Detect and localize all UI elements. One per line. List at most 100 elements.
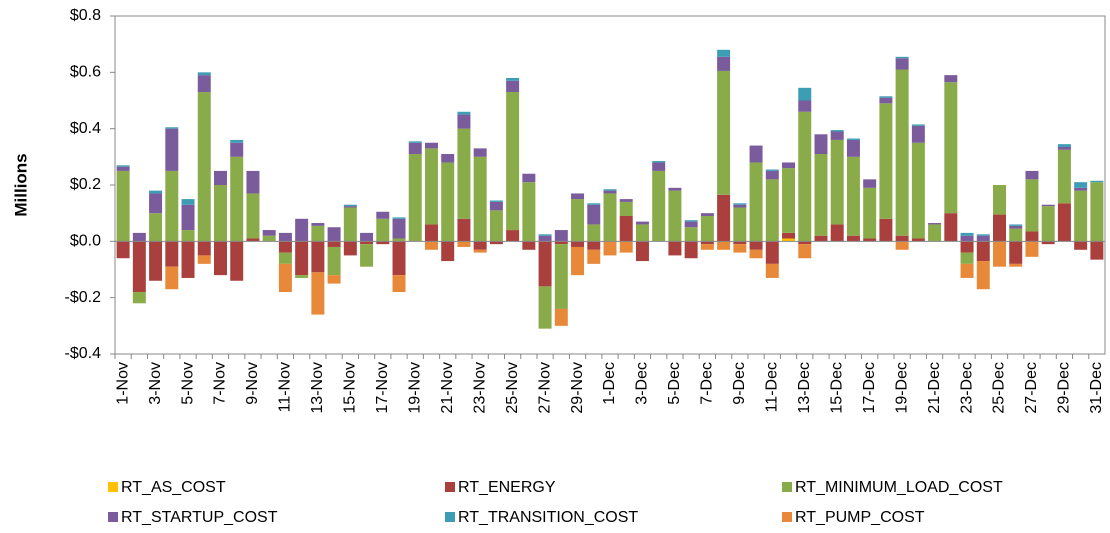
bar-segment [846, 156, 860, 236]
bar-segment [181, 204, 195, 231]
bar-segment [571, 241, 585, 247]
bar-segment [1074, 187, 1088, 191]
bar-segment [327, 241, 341, 247]
bar-segment [830, 131, 844, 140]
bar-segment [489, 241, 503, 245]
bar-segment [181, 199, 195, 205]
bar-segment [1041, 241, 1055, 245]
bar-segment [554, 241, 568, 245]
bar-segment [1025, 179, 1039, 232]
bar-segment [619, 215, 633, 242]
bar-segment [278, 252, 292, 264]
bar-segment [278, 241, 292, 253]
bar-segment [1041, 204, 1055, 207]
bar-segment [181, 241, 195, 278]
bar-segment [392, 218, 406, 239]
bar-segment [408, 154, 422, 242]
bar-segment [733, 207, 747, 242]
bar-segment [619, 241, 633, 253]
bar-segment [895, 58, 909, 70]
legend-swatch [108, 512, 118, 522]
bar-segment [700, 241, 714, 245]
y-tick-label: $0.6 [70, 64, 101, 81]
bar-segment [798, 244, 812, 259]
bar-segment [765, 169, 779, 171]
x-tick-label: 11-Nov [277, 362, 294, 412]
bar-segment [457, 218, 471, 242]
y-tick-label: $0.2 [70, 176, 101, 193]
bar-segment [424, 241, 438, 250]
bar-segment [360, 241, 374, 245]
legend-swatch [782, 482, 792, 492]
bar-segment [327, 275, 341, 284]
bar-segment [603, 189, 617, 191]
bar-segment [684, 221, 698, 228]
x-tick-label: 29-Nov [569, 362, 586, 414]
bar-segment [717, 70, 731, 195]
bar-segment [149, 193, 163, 214]
bar-segment [587, 224, 601, 242]
x-tick-label: 13-Nov [309, 362, 326, 414]
bar-segment [798, 100, 812, 112]
bar-segment [684, 241, 698, 259]
bar-segment [149, 213, 163, 242]
bar-segment [587, 249, 601, 264]
bar-segment [165, 128, 179, 171]
bar-segment [489, 201, 503, 211]
bar-segment [327, 246, 341, 276]
bar-segment [1057, 144, 1071, 147]
bar-segment [814, 154, 828, 236]
bar-segment [700, 213, 714, 216]
bar-segment [1074, 190, 1088, 242]
bar-segment [895, 56, 909, 59]
bar-segment [960, 241, 974, 253]
bar-segment [116, 170, 130, 242]
bar-segment [1090, 180, 1104, 183]
legend-swatch [782, 512, 792, 522]
bar-segment [749, 162, 763, 242]
bar-segment [652, 162, 666, 171]
bar-segment [863, 238, 877, 242]
bar-segment [668, 241, 682, 256]
bar-segment [635, 224, 649, 242]
bar-segment [846, 138, 860, 140]
bar-segment [343, 206, 357, 208]
bar-segment [668, 187, 682, 191]
bar-segment [376, 241, 390, 245]
bar-segment [197, 75, 211, 93]
bar-segment [619, 199, 633, 202]
bar-segment [311, 272, 325, 315]
bar-segment [765, 170, 779, 180]
bar-segment [246, 193, 260, 239]
bar-segment [1057, 146, 1071, 150]
bar-segment [1009, 224, 1023, 226]
bar-segment [554, 244, 568, 309]
bar-segment [408, 141, 422, 143]
bar-segment [506, 77, 520, 81]
bar-segment [538, 235, 552, 242]
bar-segment [603, 190, 617, 194]
y-tick-label: $0.8 [70, 7, 101, 24]
bar-segment [295, 275, 309, 278]
bar-segment [376, 211, 390, 219]
x-tick-label: 21-Dec [926, 362, 943, 414]
x-tick-label: 7-Nov [212, 362, 229, 405]
bar-segment [928, 224, 942, 242]
bar-segment [457, 114, 471, 129]
bar-segment [295, 218, 309, 242]
bar-segment [814, 134, 828, 155]
bar-segment [295, 241, 309, 276]
bar-segment [1009, 228, 1023, 242]
bar-segment [473, 249, 487, 253]
x-tick-label: 5-Nov [179, 362, 196, 405]
bar-segment [489, 210, 503, 242]
bar-segment [165, 170, 179, 242]
bar-segment [278, 263, 292, 293]
bar-segment [587, 241, 601, 250]
x-tick-label: 11-Dec [764, 362, 781, 412]
bar-segment [863, 179, 877, 188]
x-tick-label: 9-Nov [244, 362, 261, 405]
bar-segment [976, 241, 990, 262]
bar-segment [830, 130, 844, 132]
bar-segment [1074, 182, 1088, 188]
